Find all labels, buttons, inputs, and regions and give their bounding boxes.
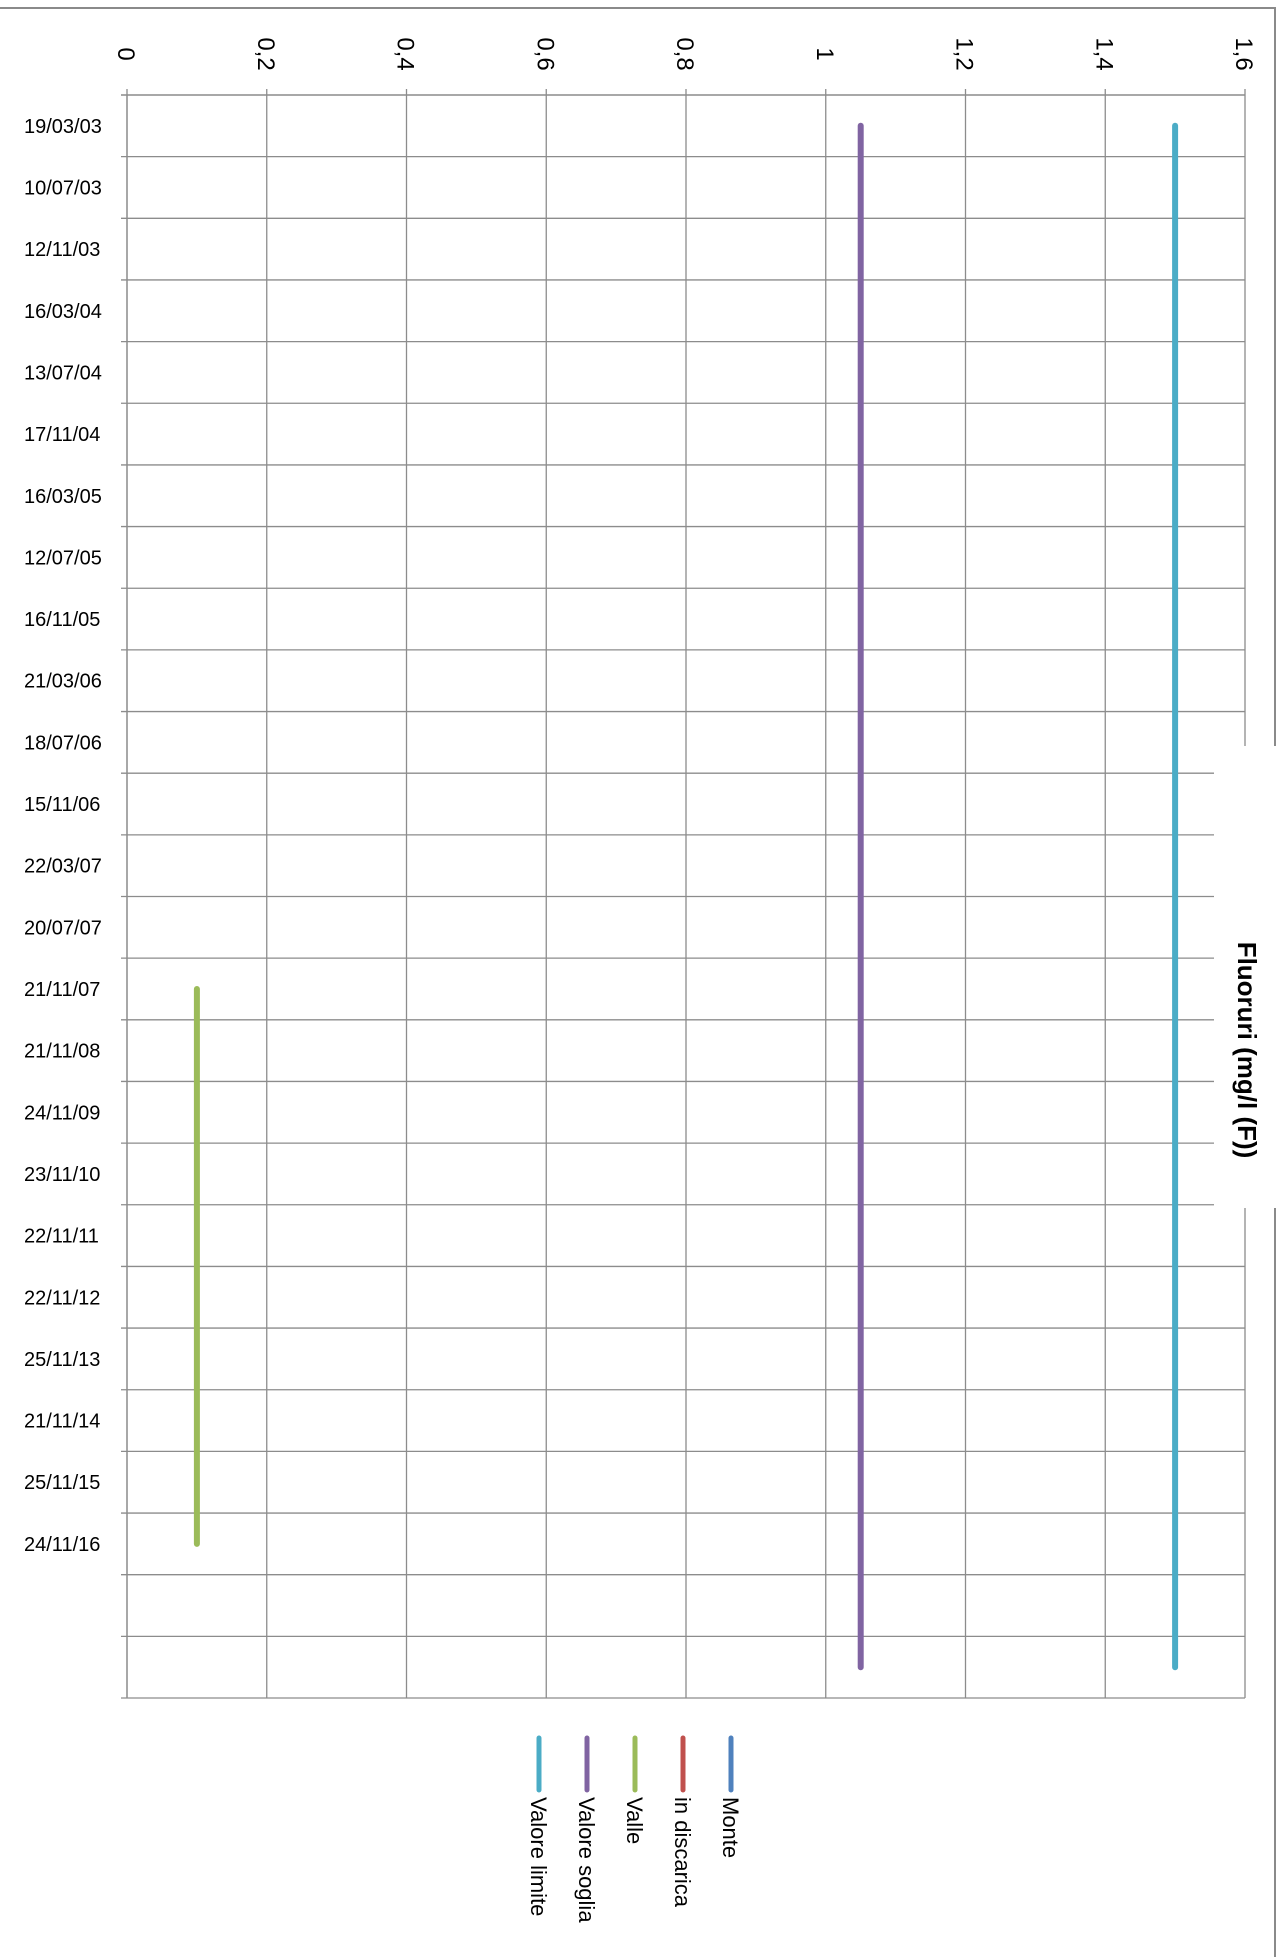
gridlines	[121, 95, 1246, 1699]
category-tick-label: 16/11/05	[24, 609, 100, 631]
category-tick-label: 20/07/07	[24, 917, 102, 939]
value-tick-label: 1,2	[951, 37, 978, 70]
legend-label: Valore limite	[526, 1797, 551, 1916]
category-tick-label: 19/03/03	[24, 116, 102, 138]
chart-title: Fluoruri (mg/l (F))	[1232, 942, 1262, 1159]
value-tick-label: 0,2	[252, 37, 279, 70]
category-tick-label: 24/11/16	[24, 1534, 100, 1556]
category-tick-label: 15/11/06	[24, 794, 100, 816]
value-tick-label: 0,8	[671, 37, 698, 70]
category-tick-label: 16/03/05	[24, 486, 102, 508]
legend-label: Valore soglia	[574, 1797, 599, 1923]
legend-label: in discarica	[670, 1797, 695, 1908]
value-tick-label: 1,4	[1090, 37, 1117, 70]
category-tick-label: 25/11/15	[24, 1472, 100, 1494]
category-tick-label: 21/11/14	[24, 1411, 100, 1433]
category-tick-label: 18/07/06	[24, 732, 102, 754]
value-tick-label: 1,6	[1230, 37, 1257, 70]
legend-label: Valle	[622, 1797, 647, 1844]
category-tick-label: 17/11/04	[24, 424, 100, 446]
legend: Monte in discarica Valle Valore soglia Valor…	[526, 1735, 743, 1923]
category-tick-label: 25/11/13	[24, 1349, 100, 1371]
legend-label: Monte	[718, 1797, 743, 1858]
category-tick-label: 16/03/04	[24, 301, 102, 323]
value-tick-label: 0,4	[392, 37, 419, 70]
title-box: Fluoruri (mg/l (F))	[1214, 746, 1278, 1208]
category-tick-label: 22/11/12	[24, 1287, 100, 1309]
title-background	[1214, 746, 1278, 1208]
category-tick-label: 21/11/07	[24, 979, 100, 1001]
value-tick-label: 1	[811, 47, 838, 60]
value-tick-label: 0,6	[531, 37, 558, 70]
category-tick-label: 12/07/05	[24, 547, 102, 569]
category-tick-label: 10/07/03	[24, 177, 102, 199]
category-tick-label: 23/11/10	[24, 1164, 100, 1186]
category-tick-label: 13/07/04	[24, 362, 102, 384]
axes	[121, 89, 1246, 1698]
category-tick-label: 21/11/08	[24, 1041, 100, 1063]
category-tick-label: 21/03/06	[24, 671, 102, 693]
tick-labels: 0 0,2 0,4 0,6 0,8 1 1,2 1,4 1,6 19/03/03 10/07/03 1…	[24, 37, 1257, 1556]
category-tick-label: 24/11/09	[24, 1102, 100, 1124]
category-tick-label: 22/03/07	[24, 856, 102, 878]
category-tick-label: 22/11/11	[24, 1226, 99, 1248]
series-lines	[193, 122, 1179, 1671]
category-tick-label: 12/11/03	[24, 239, 100, 261]
value-tick-label: 0	[112, 47, 139, 60]
